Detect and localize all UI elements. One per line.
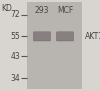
Text: 43: 43 bbox=[10, 52, 20, 61]
Text: 72: 72 bbox=[10, 10, 20, 19]
FancyBboxPatch shape bbox=[56, 32, 74, 41]
Text: 293: 293 bbox=[35, 6, 49, 15]
Text: MCF: MCF bbox=[57, 6, 73, 15]
Text: AKT1: AKT1 bbox=[85, 32, 100, 41]
Text: 34: 34 bbox=[10, 74, 20, 83]
Bar bbox=[27, 2, 82, 89]
Text: KD: KD bbox=[1, 4, 12, 13]
FancyBboxPatch shape bbox=[34, 32, 50, 41]
Text: 55: 55 bbox=[10, 32, 20, 41]
